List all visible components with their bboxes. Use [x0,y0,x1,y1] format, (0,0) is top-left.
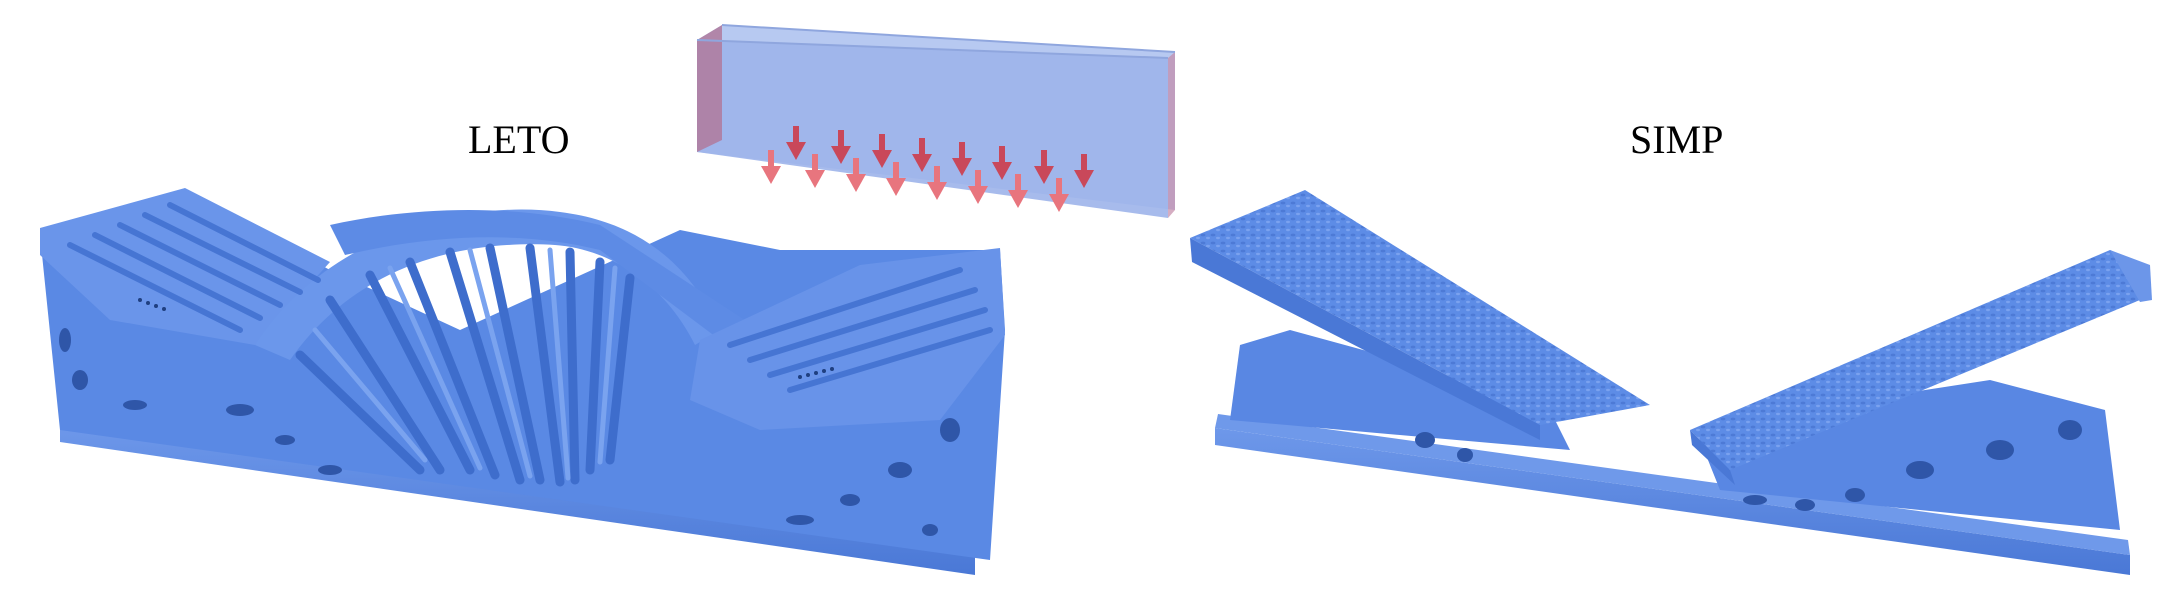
leto-label: LETO [468,117,570,162]
down-arrow-icon [1074,154,1094,188]
down-arrow-icon [761,150,781,184]
down-arrow-icon [952,142,972,176]
down-arrow-icon [886,162,906,196]
down-arrow-icon [1008,174,1028,208]
load-arrows [761,126,1094,212]
design-domain-box [696,24,1176,218]
down-arrow-icon [968,170,988,204]
down-arrow-icon [1034,150,1054,184]
down-arrow-icon [872,134,892,168]
down-arrow-icon [927,166,947,200]
down-arrow-icon [846,158,866,192]
down-arrow-icon [805,154,825,188]
down-arrow-icon [831,130,851,164]
simp-structure [1190,190,2152,575]
down-arrow-icon [786,126,806,160]
simp-label: SIMP [1630,117,1724,162]
down-arrow-icon [992,146,1012,180]
leto-structure [40,188,1005,575]
down-arrow-icon [1049,178,1069,212]
down-arrow-icon [912,138,932,172]
